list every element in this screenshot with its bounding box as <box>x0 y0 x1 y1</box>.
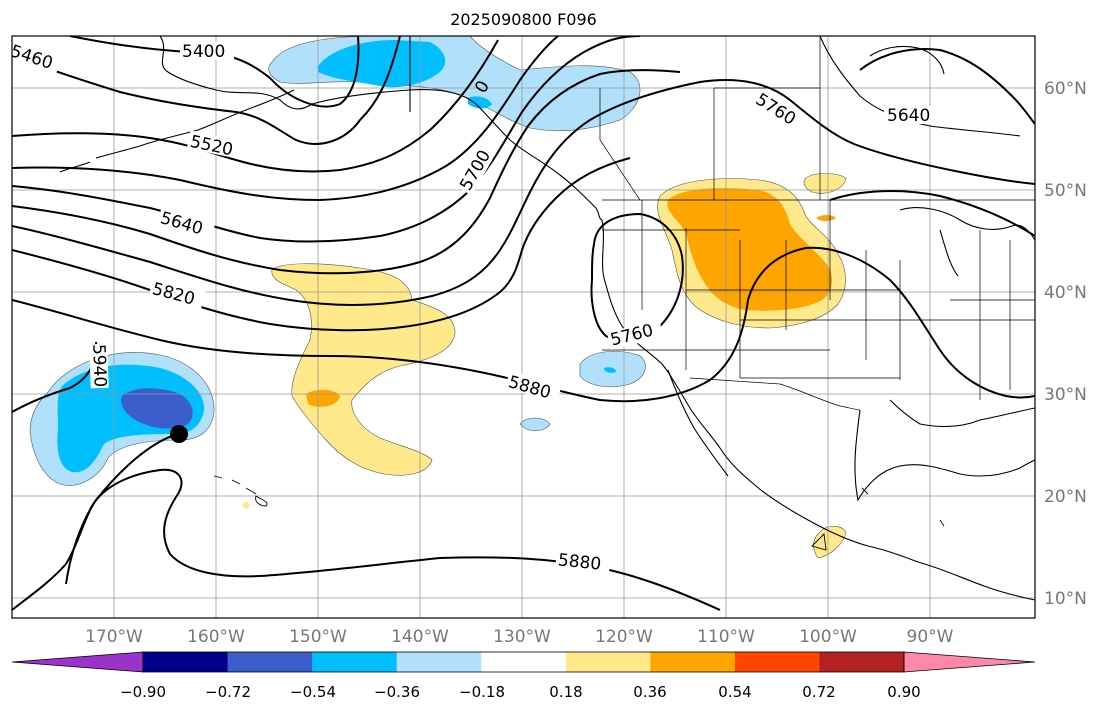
contour-label: 5640 <box>887 106 930 126</box>
colorbar-segment <box>734 652 820 672</box>
lat-label: 60°N <box>1044 79 1087 99</box>
positive-anomaly-core <box>667 188 833 311</box>
contour-5520 <box>12 39 499 173</box>
lat-label: 10°N <box>1044 589 1087 609</box>
negative-anomaly-core <box>121 388 193 429</box>
lon-label: 160°W <box>187 627 245 647</box>
contour-typhoon-track <box>65 433 179 585</box>
colorbar-tick-label: −0.90 <box>120 683 166 701</box>
lon-label: 140°W <box>391 627 449 647</box>
colorbar-tick-label: 0.18 <box>549 683 582 701</box>
colorbar-segment <box>565 652 651 672</box>
contour-label: 5880 <box>557 550 602 574</box>
colorbar-tick-label: −0.36 <box>374 683 420 701</box>
map-frame <box>11 35 1036 619</box>
islands <box>213 475 945 551</box>
contour-5640 <box>12 36 641 243</box>
longitude-labels: 170°W 160°W 150°W 140°W 130°W 120°W 110°… <box>85 627 954 647</box>
colorbar-extension-high <box>903 651 1036 673</box>
latitude-labels: 60°N 50°N 40°N 30°N 20°N 10°N <box>1044 79 1087 609</box>
lon-label: 150°W <box>289 627 347 647</box>
colorbar <box>11 651 1036 673</box>
contour-5820 <box>12 157 631 332</box>
lat-label: 50°N <box>1044 181 1087 201</box>
lon-label: 110°W <box>697 627 755 647</box>
political-borders <box>599 36 1035 411</box>
colorbar-tick-label: −0.72 <box>205 683 251 701</box>
colorbar-segment <box>312 652 398 672</box>
contour-5760-east <box>829 190 1035 237</box>
lon-label: 100°W <box>799 627 857 647</box>
lat-label: 30°N <box>1044 385 1087 405</box>
colorbar-tick-label: 0.36 <box>633 683 666 701</box>
colorbar-extension-low <box>11 651 144 673</box>
colorbar-segment <box>396 652 482 672</box>
storm-center-marker <box>170 425 188 443</box>
contour-5880 <box>12 246 1035 403</box>
colorbar-tick-label: 0.90 <box>887 683 920 701</box>
colorbar-segment <box>227 652 313 672</box>
lon-label: 120°W <box>595 627 653 647</box>
colorbar-tick-label: 0.72 <box>802 683 835 701</box>
colorbar-outline <box>142 651 905 673</box>
map-title: 2025090800 F096 <box>450 10 597 29</box>
colorbar-segment <box>819 652 905 672</box>
contour-label: 5400 <box>182 42 225 62</box>
colorbar-tick-label: 0.54 <box>718 683 751 701</box>
colorbar-tick-label: −0.54 <box>290 683 336 701</box>
contour-label: 5940 <box>88 344 109 388</box>
contour-5640-east <box>859 48 1035 125</box>
colorbar-segment <box>143 652 229 672</box>
contour-5760-low <box>590 212 684 342</box>
contour-5760-west <box>12 79 1035 306</box>
lon-label: 90°W <box>907 627 954 647</box>
lat-label: 20°N <box>1044 487 1087 507</box>
colorbar-tick-label: −0.18 <box>459 683 505 701</box>
colorbar-tick-labels: −0.90 −0.72 −0.54 −0.36 −0.18 0.18 0.36 … <box>120 683 921 701</box>
lon-label: 170°W <box>85 627 143 647</box>
colorbar-segment <box>650 652 736 672</box>
contour-5580 <box>12 36 559 202</box>
colorbar-segment <box>481 652 567 672</box>
lat-label: 40°N <box>1044 283 1087 303</box>
contour-5460 <box>12 36 401 145</box>
contour-5400 <box>69 36 360 108</box>
contour-5700 <box>12 69 681 275</box>
lon-label: 130°W <box>493 627 551 647</box>
negative-anomaly-alaska-core <box>318 40 446 88</box>
